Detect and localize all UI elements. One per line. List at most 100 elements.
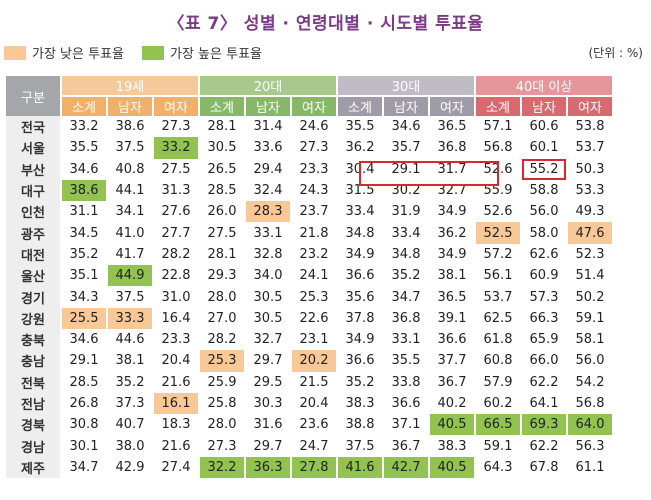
turnout-cell: 33.4 [345, 204, 375, 220]
turnout-cell: 28.3 [246, 201, 290, 223]
region-label: 인천 [6, 201, 60, 223]
region-label: 광주 [6, 222, 60, 244]
turnout-cell: 58.8 [529, 183, 559, 199]
turnout-cell: 21.6 [161, 374, 191, 390]
turnout-cell: 56.8 [483, 140, 513, 156]
turnout-cell: 31.5 [345, 183, 375, 199]
turnout-cell: 25.3 [200, 350, 244, 372]
table-row: 전국 33.2 38.6 27.3 28.1 31.4 24.6 35.5 34.6 36.5 57… [6, 116, 612, 138]
legend-low-label: 가장 낮은 투표율 [32, 47, 124, 62]
turnout-cell: 50.2 [575, 289, 605, 305]
turnout-cell: 38.3 [345, 396, 375, 411]
turnout-cell: 28.5 [207, 183, 237, 199]
turnout-cell: 21.8 [299, 225, 329, 241]
table-row: 대구 38.6 44.1 31.3 28.5 32.4 24.3 31.5 30.2 32.7 55… [6, 179, 612, 202]
turnout-cell: 53.8 [575, 119, 605, 135]
turnout-cell: 22.6 [299, 310, 329, 326]
turnout-cell: 38.6 [115, 119, 145, 135]
turnout-cell: 51.4 [575, 268, 605, 284]
turnout-cell: 20.4 [161, 353, 191, 369]
turnout-cell: 37.5 [115, 289, 145, 305]
turnout-cell: 23.3 [161, 332, 191, 348]
sub-header-male: 남자 [384, 95, 428, 116]
turnout-cell: 39.1 [437, 310, 467, 326]
turnout-cell: 36.5 [437, 119, 467, 135]
turnout-cell: 52.3 [575, 246, 605, 262]
turnout-cell: 34.6 [69, 161, 99, 177]
turnout-cell: 64.3 [483, 459, 513, 475]
table-row: 충남 29.1 38.1 20.4 25.3 29.7 20.2 36.6 35.5 37.7 60… [6, 350, 612, 372]
table-row: 경남 30.1 38.0 21.6 27.3 29.7 24.7 37.5 36.7 38.3 59… [6, 435, 612, 457]
turnout-cell: 50.3 [575, 161, 605, 177]
group-header-40s-plus: 40대 이상 [476, 76, 612, 95]
turnout-cell: 66.0 [529, 353, 559, 369]
turnout-cell: 38.3 [437, 438, 467, 454]
table-row: 울산 35.1 44.9 22.8 29.3 34.0 24.1 36.6 35.2 38.1 56… [6, 265, 612, 287]
turnout-cell: 28.2 [207, 332, 237, 348]
turnout-cell: 41.6 [338, 456, 382, 479]
turnout-cell: 34.9 [345, 332, 375, 348]
turnout-cell: 61.1 [575, 459, 605, 475]
turnout-cell: 40.5 [430, 414, 474, 436]
turnout-cell: 34.6 [69, 332, 99, 348]
turnout-cell: 20.4 [299, 396, 329, 411]
table-body: 전국 33.2 38.6 27.3 28.1 31.4 24.6 35.5 34.6 36.5 57… [6, 116, 612, 479]
table-row: 전남 26.8 37.3 16.1 25.8 30.3 20.4 38.3 36.6 40.2 60… [6, 392, 612, 415]
sub-header-row: 소계 남자 여자 소계 남자 여자 소계 남자 여자 소계 남자 여자 [6, 95, 612, 116]
region-label: 충북 [6, 328, 60, 351]
turnout-cell: 30.3 [253, 396, 283, 411]
turnout-cell: 23.1 [299, 332, 329, 348]
turnout-cell: 25.8 [207, 396, 237, 411]
turnout-cell: 33.1 [253, 225, 283, 241]
table-row: 서울 35.5 37.5 33.2 30.5 33.6 27.3 36.2 35.7 36.8 56… [6, 137, 612, 159]
turnout-cell: 59.1 [483, 438, 513, 454]
table-row: 대전 35.2 41.7 28.2 28.1 32.8 23.2 34.9 34.8 34.9 57… [6, 243, 612, 266]
turnout-cell: 64.0 [568, 414, 612, 436]
table-row: 전북 28.5 35.2 21.6 25.9 29.5 21.5 35.2 33.8 36.7 57… [6, 371, 612, 393]
table-row: 강원 25.5 33.3 16.4 27.0 30.5 22.6 37.8 36.8 39.1 62… [6, 307, 612, 329]
turnout-cell: 35.5 [391, 353, 421, 369]
region-label: 경남 [6, 435, 60, 457]
turnout-cell: 23.7 [299, 204, 329, 220]
turnout-cell: 55.2 [522, 158, 566, 180]
turnout-cell: 31.7 [437, 161, 467, 177]
turnout-cell: 25.9 [207, 374, 237, 390]
turnout-cell: 42.9 [115, 459, 145, 475]
turnout-cell: 35.2 [391, 268, 421, 284]
turnout-cell: 35.7 [391, 140, 421, 156]
region-label: 경북 [6, 414, 60, 436]
turnout-cell: 32.7 [437, 183, 467, 199]
turnout-cell: 35.5 [345, 119, 375, 135]
turnout-cell: 30.5 [253, 310, 283, 326]
turnout-cell: 27.5 [207, 225, 237, 241]
turnout-cell: 32.4 [253, 183, 283, 199]
sub-header-subtotal: 소계 [62, 95, 106, 116]
turnout-cell: 34.7 [391, 289, 421, 305]
turnout-cell: 35.2 [69, 246, 99, 262]
turnout-cell: 25.5 [62, 307, 106, 329]
legend: 가장 낮은 투표율 가장 높은 투표율 [4, 43, 280, 62]
turnout-cell: 38.6 [62, 179, 106, 202]
turnout-cell: 34.0 [253, 268, 283, 284]
turnout-cell: 60.2 [483, 396, 513, 411]
turnout-cell: 28.0 [207, 417, 237, 433]
turnout-cell: 32.8 [253, 246, 283, 262]
turnout-cell: 31.6 [253, 417, 283, 433]
turnout-cell: 52.5 [476, 222, 520, 244]
table-row: 광주 34.5 41.0 27.7 27.5 33.1 21.8 34.8 33.4 36.2 52… [6, 222, 612, 244]
turnout-cell: 29.3 [207, 268, 237, 284]
sub-header-female: 여자 [430, 95, 474, 116]
turnout-cell: 54.2 [575, 374, 605, 390]
turnout-cell: 35.5 [69, 140, 99, 156]
turnout-cell: 24.3 [299, 183, 329, 199]
turnout-cell: 35.2 [115, 374, 145, 390]
turnout-cell: 24.1 [299, 268, 329, 284]
table-row: 경기 34.3 37.5 31.0 28.0 30.5 25.3 35.6 34.7 36.5 53… [6, 286, 612, 308]
turnout-cell: 27.8 [292, 456, 336, 479]
turnout-cell: 21.5 [299, 374, 329, 390]
turnout-cell: 36.3 [246, 456, 290, 479]
turnout-cell: 32.7 [253, 332, 283, 348]
turnout-cell: 49.3 [575, 204, 605, 220]
legend-low: 가장 낮은 투표율 [4, 43, 124, 62]
turnout-cell: 34.8 [345, 225, 375, 241]
